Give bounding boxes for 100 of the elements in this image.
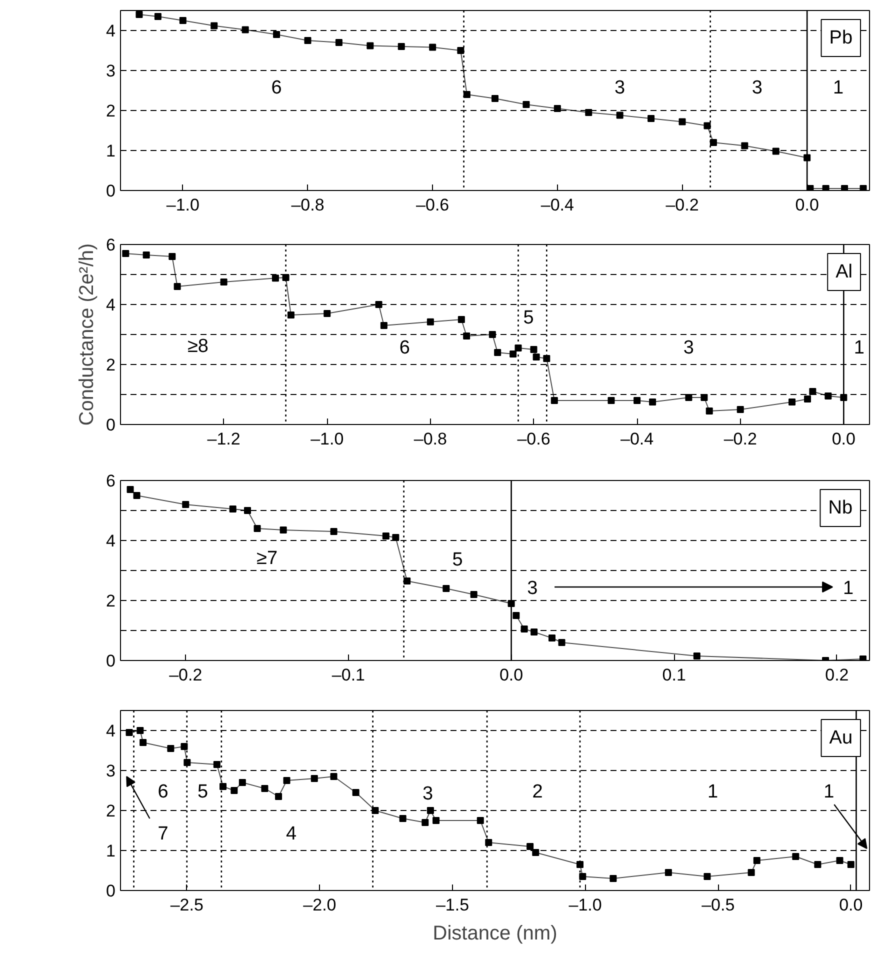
x-tick-label: –1.0 [166, 196, 200, 214]
y-tick-label: 3 [106, 62, 116, 80]
point [836, 857, 844, 864]
point [558, 639, 566, 646]
point [174, 283, 181, 290]
point [375, 301, 382, 308]
point [230, 787, 238, 794]
y-tick-label: 2 [106, 802, 116, 820]
point [526, 843, 534, 850]
point [741, 142, 748, 150]
point [753, 857, 760, 864]
point [664, 869, 672, 876]
point [126, 729, 133, 736]
point [167, 745, 174, 752]
point [283, 777, 290, 784]
point [287, 312, 294, 318]
y-tick-label: 0 [106, 882, 116, 900]
point [748, 869, 755, 876]
point [210, 22, 218, 30]
point [242, 26, 249, 34]
point [429, 44, 436, 51]
annotation: 3 [614, 78, 626, 98]
point [693, 652, 700, 660]
point [772, 148, 780, 155]
point [788, 398, 796, 406]
y-tick-label: 4 [106, 532, 116, 550]
annotation: 3 [683, 338, 694, 358]
annotation: 5 [452, 550, 463, 570]
point [841, 185, 848, 190]
point [649, 398, 656, 406]
annotation: 1 [833, 78, 844, 98]
x-tick-label: –0.6 [517, 430, 550, 448]
point [706, 408, 713, 414]
point [554, 105, 561, 112]
annotation: 2 [532, 782, 543, 802]
x-tick-label: 0.0 [795, 196, 819, 214]
point [550, 397, 558, 404]
point [442, 585, 450, 592]
x-tick-label: 0.1 [662, 666, 686, 684]
point [847, 861, 854, 868]
annotation: 6 [271, 78, 282, 98]
point [330, 773, 338, 780]
y-axis-title: Conductance (2e²/h) [76, 243, 98, 426]
point [700, 394, 708, 401]
point [136, 727, 144, 734]
point [860, 185, 867, 190]
point [543, 355, 550, 362]
point [704, 122, 711, 130]
point [142, 252, 150, 258]
point [579, 873, 586, 880]
point [824, 392, 832, 400]
point [494, 349, 502, 356]
point [398, 43, 405, 50]
x-tick-label: –0.4 [540, 196, 574, 214]
point [304, 37, 312, 44]
y-tick-label: 6 [106, 472, 116, 490]
x-tick-label: –0.6 [416, 196, 450, 214]
point [548, 634, 556, 642]
point [399, 815, 406, 822]
point [220, 278, 228, 286]
point [168, 253, 176, 260]
point [678, 118, 686, 126]
y-tick-label: 0 [106, 182, 116, 200]
point [366, 42, 374, 50]
x-tick-label: –2.5 [170, 896, 204, 914]
point [310, 775, 318, 782]
text: Pb [829, 28, 853, 48]
point [261, 785, 268, 792]
y-tick-label: 4 [106, 722, 116, 740]
point [457, 47, 464, 54]
point [273, 31, 280, 38]
point [330, 528, 338, 535]
annotation: ≥7 [256, 548, 278, 569]
point [585, 109, 592, 116]
point [522, 101, 530, 108]
annotation: 6 [158, 782, 168, 802]
x-tick-label: –0.8 [414, 430, 447, 448]
point [530, 628, 538, 636]
annotation: 3 [752, 78, 762, 98]
point [136, 11, 143, 18]
point [634, 397, 641, 404]
x-tick-label: –1.2 [207, 430, 240, 448]
y-tick-label: 0 [106, 416, 116, 434]
y-tick-label: 2 [106, 356, 116, 374]
point [324, 310, 331, 317]
y-tick-label: 4 [106, 22, 116, 40]
point [710, 139, 717, 146]
annotation: ≥8 [187, 336, 208, 357]
point [822, 185, 830, 190]
text: Nb [828, 498, 853, 518]
x-tick-label: –0.4 [620, 430, 654, 448]
point [492, 95, 498, 102]
x-tick-label: –0.2 [724, 430, 757, 448]
point [220, 783, 227, 790]
point [510, 350, 517, 358]
x-tick-label: –1.0 [310, 430, 344, 448]
x-tick-label: –0.1 [332, 666, 366, 684]
point [804, 396, 812, 402]
x-tick-label: –0.5 [702, 896, 735, 914]
point [792, 853, 800, 860]
